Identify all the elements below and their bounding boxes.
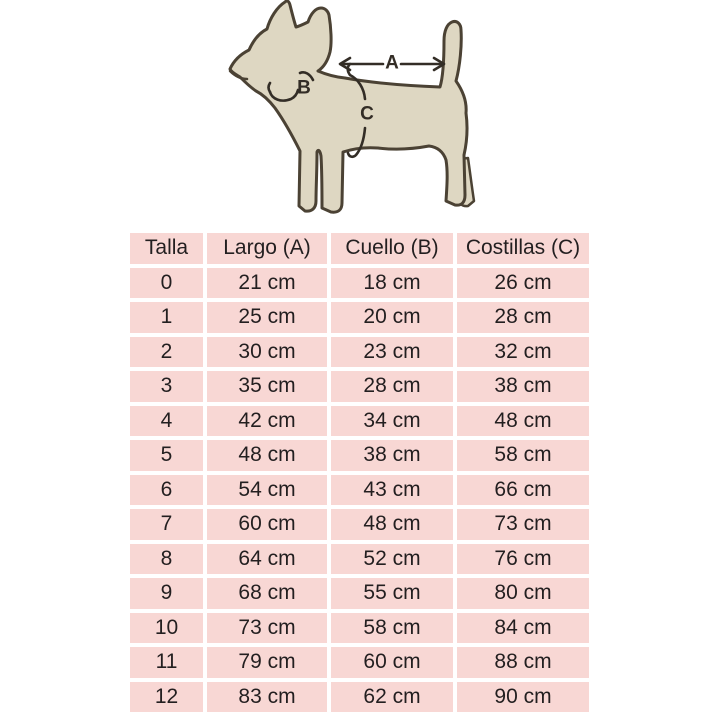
dog-measurement-diagram: A B C: [200, 0, 510, 232]
table-row: 9 68 cm 55 cm 80 cm: [130, 578, 589, 609]
table-cell: 76 cm: [457, 543, 589, 574]
column-header-cuello: Cuello (B): [331, 233, 453, 264]
table-cell: 73 cm: [207, 612, 327, 643]
measurement-arc-b: [267, 71, 315, 102]
table-cell: 25 cm: [207, 302, 327, 333]
table-cell: 43 cm: [331, 474, 453, 505]
table-cell: 84 cm: [457, 612, 589, 643]
table-cell: 6: [130, 474, 203, 505]
table-cell: 48 cm: [331, 509, 453, 540]
table-row: 1 25 cm 20 cm 28 cm: [130, 302, 589, 333]
table-cell: 35 cm: [207, 371, 327, 402]
measurement-label-c: C: [360, 103, 374, 125]
table-cell: 64 cm: [207, 543, 327, 574]
table-cell: 28 cm: [331, 371, 453, 402]
table-cell: 60 cm: [207, 509, 327, 540]
table-cell: 58 cm: [331, 612, 453, 643]
table-cell: 20 cm: [331, 302, 453, 333]
column-header-talla: Talla: [130, 233, 203, 264]
table-cell: 58 cm: [457, 440, 589, 471]
table-cell: 38 cm: [331, 440, 453, 471]
table-cell: 52 cm: [331, 543, 453, 574]
table-cell: 34 cm: [331, 405, 453, 436]
table-row: 11 79 cm 60 cm 88 cm: [130, 647, 589, 678]
table-cell: 32 cm: [457, 336, 589, 367]
column-header-largo: Largo (A): [207, 233, 327, 264]
table-cell: 54 cm: [207, 474, 327, 505]
table-cell: 80 cm: [457, 578, 589, 609]
table-cell: 2: [130, 336, 203, 367]
table-cell: 48 cm: [457, 405, 589, 436]
dog-mouth-line: [228, 69, 249, 81]
table-row: 10 73 cm 58 cm 84 cm: [130, 612, 589, 643]
table-cell: 38 cm: [457, 371, 589, 402]
table-cell: 66 cm: [457, 474, 589, 505]
table-cell: 26 cm: [457, 267, 589, 298]
table-cell: 62 cm: [331, 681, 453, 712]
chihuahua-illustration: [228, 0, 476, 214]
measurement-label-a: A: [385, 52, 399, 74]
table-row: 7 60 cm 48 cm 73 cm: [130, 509, 589, 540]
size-table: Talla Largo (A) Cuello (B) Costillas (C)…: [130, 233, 589, 716]
table-row: 12 83 cm 62 cm 90 cm: [130, 681, 589, 712]
table-row: 4 42 cm 34 cm 48 cm: [130, 405, 589, 436]
table-cell: 5: [130, 440, 203, 471]
measurement-arc-c: [346, 62, 367, 159]
table-cell: 73 cm: [457, 509, 589, 540]
table-cell: 18 cm: [331, 267, 453, 298]
table-cell: 8: [130, 543, 203, 574]
table-cell: 1: [130, 302, 203, 333]
table-row: 8 64 cm 52 cm 76 cm: [130, 543, 589, 574]
table-cell: 4: [130, 405, 203, 436]
table-row: 5 48 cm 38 cm 58 cm: [130, 440, 589, 471]
table-cell: 23 cm: [331, 336, 453, 367]
table-cell: 0: [130, 267, 203, 298]
dog-body-silhouette: [228, 0, 469, 214]
table-cell: 68 cm: [207, 578, 327, 609]
table-cell: 3: [130, 371, 203, 402]
table-cell: 48 cm: [207, 440, 327, 471]
table-cell: 10: [130, 612, 203, 643]
table-row: 6 54 cm 43 cm 66 cm: [130, 474, 589, 505]
table-cell: 55 cm: [331, 578, 453, 609]
table-cell: 7: [130, 509, 203, 540]
table-cell: 79 cm: [207, 647, 327, 678]
table-row: 3 35 cm 28 cm 38 cm: [130, 371, 589, 402]
measurement-label-b: B: [297, 77, 311, 99]
table-cell: 88 cm: [457, 647, 589, 678]
table-cell: 9: [130, 578, 203, 609]
table-row: 0 21 cm 18 cm 26 cm: [130, 267, 589, 298]
table-cell: 28 cm: [457, 302, 589, 333]
table-cell: 21 cm: [207, 267, 327, 298]
size-table-body: 0 21 cm 18 cm 26 cm 1 25 cm 20 cm 28 cm 2 30 cm 23…: [130, 267, 589, 712]
table-cell: 30 cm: [207, 336, 327, 367]
column-header-costillas: Costillas (C): [457, 233, 589, 264]
table-row: 2 30 cm 23 cm 32 cm: [130, 336, 589, 367]
table-cell: 11: [130, 647, 203, 678]
table-cell: 42 cm: [207, 405, 327, 436]
table-cell: 60 cm: [331, 647, 453, 678]
table-cell: 90 cm: [457, 681, 589, 712]
table-header-row: Talla Largo (A) Cuello (B) Costillas (C): [130, 233, 589, 264]
table-cell: 12: [130, 681, 203, 712]
table-cell: 83 cm: [207, 681, 327, 712]
